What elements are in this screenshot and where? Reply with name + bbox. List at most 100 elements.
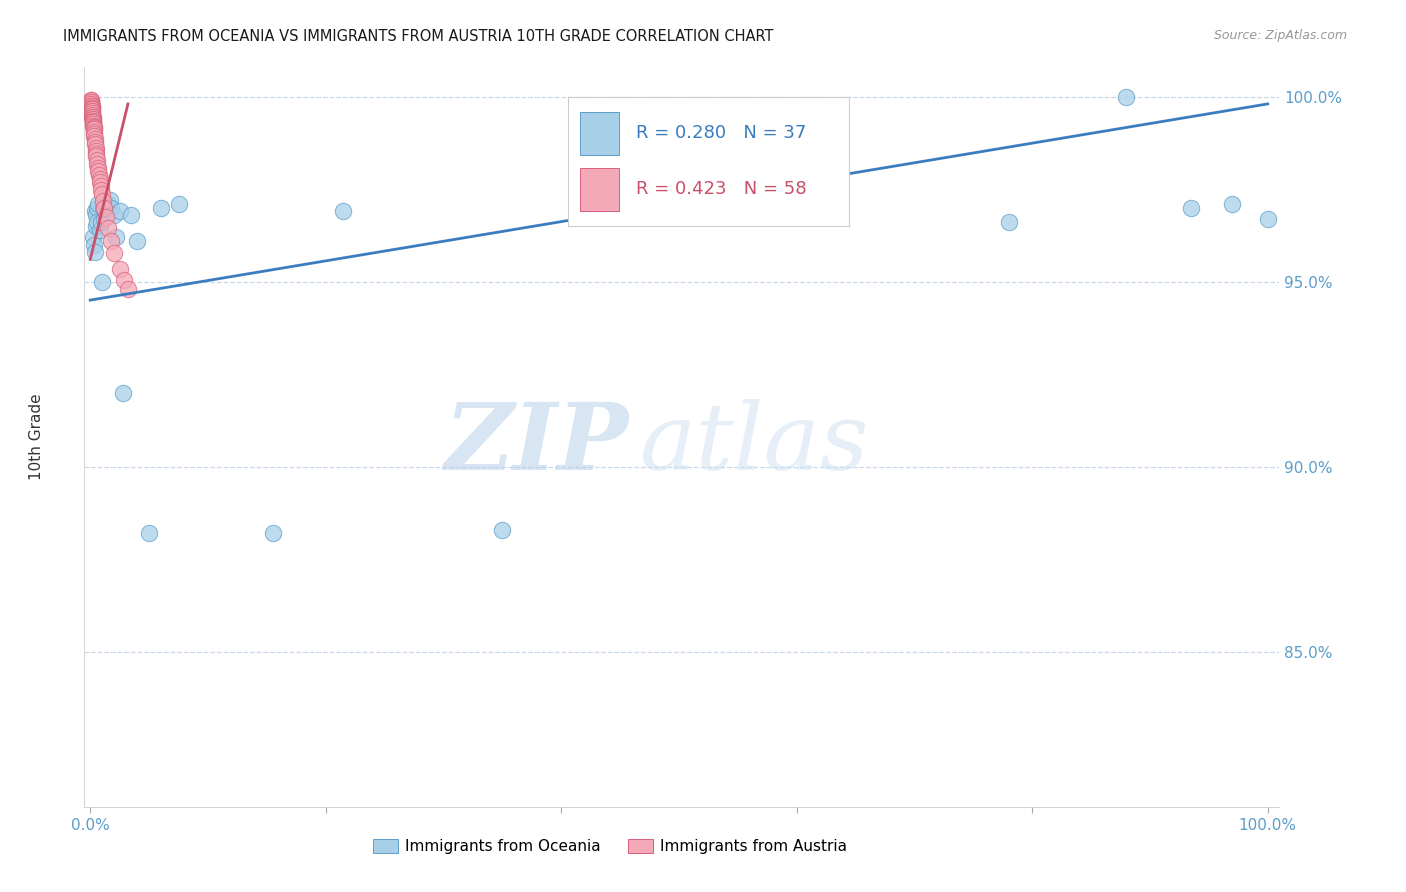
Point <box>94 210 117 224</box>
Point <box>112 385 135 400</box>
Point <box>83 237 105 252</box>
Point <box>786 197 808 211</box>
Point <box>82 115 104 129</box>
Point <box>93 202 115 216</box>
Point <box>82 112 104 126</box>
Point <box>82 108 104 122</box>
Point <box>89 175 111 189</box>
Point <box>82 112 104 127</box>
Point <box>167 197 190 211</box>
Point <box>108 204 131 219</box>
Point <box>80 101 103 115</box>
Point <box>1180 201 1202 215</box>
Point <box>90 183 112 197</box>
Text: ZIP: ZIP <box>444 400 628 490</box>
Point <box>83 132 105 146</box>
Point <box>80 99 103 113</box>
Point <box>105 230 128 244</box>
Point <box>120 208 142 222</box>
Point <box>82 230 104 244</box>
Point <box>80 95 103 109</box>
Point <box>80 104 103 119</box>
Point <box>87 168 110 182</box>
Point <box>82 104 104 119</box>
Point <box>91 186 114 201</box>
Point <box>1115 89 1137 103</box>
Text: 10th Grade: 10th Grade <box>30 393 44 481</box>
Point <box>108 261 131 276</box>
Point <box>79 93 101 107</box>
Point <box>83 128 105 142</box>
Point <box>84 147 107 161</box>
Point <box>149 201 172 215</box>
Point <box>82 117 104 131</box>
Point <box>100 201 122 215</box>
Point <box>87 197 110 211</box>
Point <box>91 201 114 215</box>
Point <box>82 106 104 120</box>
Point <box>80 103 103 117</box>
Point <box>82 119 104 133</box>
Point <box>80 95 103 109</box>
Point <box>83 120 105 134</box>
Point <box>97 221 120 235</box>
Point <box>84 135 107 149</box>
Point <box>117 282 139 296</box>
Point <box>91 275 114 289</box>
Point <box>86 157 108 171</box>
Point <box>83 120 105 135</box>
Text: atlas: atlas <box>640 400 869 490</box>
Point <box>94 197 117 211</box>
Point <box>80 97 103 112</box>
Point <box>84 208 107 222</box>
Point <box>86 153 108 168</box>
Point <box>82 110 104 124</box>
Point <box>84 204 107 219</box>
Point <box>112 273 135 287</box>
Point <box>90 215 112 229</box>
Point <box>87 164 110 178</box>
Point <box>89 223 111 237</box>
Text: IMMIGRANTS FROM OCEANIA VS IMMIGRANTS FROM AUSTRIA 10TH GRADE CORRELATION CHART: IMMIGRANTS FROM OCEANIA VS IMMIGRANTS FR… <box>63 29 773 44</box>
Point <box>83 122 105 136</box>
Point <box>80 97 103 112</box>
Point <box>1257 211 1279 226</box>
Point <box>127 234 149 248</box>
Point <box>491 523 513 537</box>
Point <box>86 201 108 215</box>
Point <box>84 219 107 233</box>
Point <box>86 149 108 163</box>
Point <box>332 204 354 219</box>
Point <box>91 194 114 208</box>
Point <box>90 179 112 194</box>
Point <box>80 93 103 107</box>
Point <box>84 140 107 154</box>
Point <box>93 211 115 226</box>
Point <box>86 215 108 229</box>
Point <box>80 97 103 112</box>
Point <box>80 99 103 113</box>
Point <box>80 95 103 109</box>
Point <box>84 145 107 159</box>
Point <box>97 197 120 211</box>
Legend: Immigrants from Oceania, Immigrants from Austria: Immigrants from Oceania, Immigrants from… <box>367 832 853 860</box>
Point <box>82 114 104 128</box>
Point <box>103 208 125 222</box>
Point <box>138 526 160 541</box>
Point <box>262 526 284 541</box>
Point <box>83 129 105 144</box>
Point <box>82 110 104 124</box>
Point <box>82 113 104 128</box>
Point <box>997 215 1019 229</box>
Point <box>80 101 103 115</box>
Point <box>100 234 122 248</box>
Point <box>96 201 118 215</box>
Point <box>89 171 111 186</box>
Point <box>83 125 105 139</box>
Point <box>103 245 125 260</box>
Point <box>84 136 107 151</box>
Point <box>98 193 121 207</box>
Text: Source: ZipAtlas.com: Source: ZipAtlas.com <box>1213 29 1347 42</box>
Point <box>87 161 110 175</box>
Point <box>84 245 107 260</box>
